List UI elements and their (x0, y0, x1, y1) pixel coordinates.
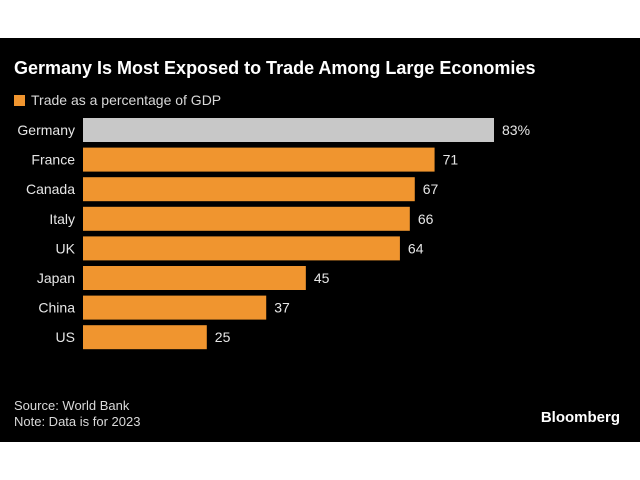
bar (83, 295, 267, 320)
category-label: UK (56, 240, 76, 256)
chart-footer: Source: World Bank Note: Data is for 202… (14, 398, 140, 430)
category-label: US (56, 329, 75, 345)
value-label: 45 (314, 270, 330, 286)
category-label: China (38, 300, 75, 316)
value-label: 66 (418, 211, 434, 227)
bar-chart: Germany 83% France 71 Canada 67 Italy 66 UK 64 Jap… (17, 118, 530, 350)
bar (83, 206, 410, 231)
category-label: Japan (37, 270, 75, 286)
chart-panel: Germany Is Most Exposed to Trade Among L… (0, 38, 640, 442)
chart-title: Germany Is Most Exposed to Trade Among L… (14, 58, 536, 78)
data-note: Note: Data is for 2023 (14, 414, 141, 429)
category-label: Canada (26, 181, 75, 197)
source-note: Source: World Bank (14, 398, 130, 413)
value-label: 83% (502, 122, 530, 138)
value-label: 71 (443, 152, 459, 168)
category-label: France (31, 152, 75, 168)
bar (83, 266, 306, 290)
value-label: 37 (274, 300, 290, 316)
legend-swatch (14, 94, 25, 106)
bar (83, 118, 494, 142)
bar (83, 325, 207, 350)
legend-label: Trade as a percentage of GDP (31, 92, 222, 108)
category-label: Italy (49, 211, 75, 227)
value-label: 64 (408, 240, 424, 256)
bar (83, 177, 415, 202)
bloomberg-logo: Bloomberg (540, 409, 620, 426)
bar (83, 147, 435, 172)
value-label: 25 (215, 329, 231, 345)
legend: Trade as a percentage of GDP (14, 92, 221, 108)
bar (83, 236, 400, 261)
category-label: Germany (17, 122, 75, 138)
value-label: 67 (423, 181, 439, 197)
